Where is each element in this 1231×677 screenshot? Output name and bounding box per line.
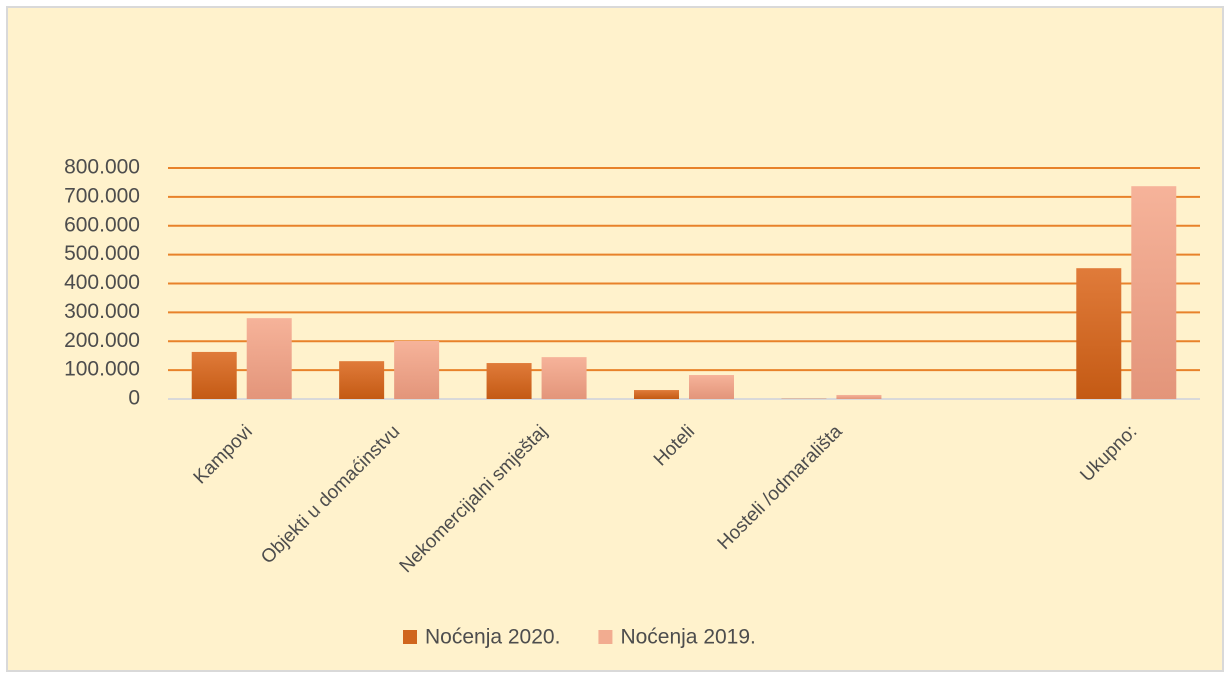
y-tick-label: 300.000: [64, 300, 140, 323]
y-tick-label: 100.000: [64, 358, 140, 381]
y-tick-label: 600.000: [64, 213, 140, 236]
bar: [246, 318, 292, 399]
bar: [191, 351, 237, 399]
legend-swatch: [598, 630, 613, 644]
bar: [486, 363, 532, 399]
y-tick-label: 0: [128, 387, 140, 410]
y-tick-label: 400.000: [64, 271, 140, 294]
y-tick-label: 700.000: [64, 184, 140, 207]
bar: [689, 375, 734, 399]
bar: [1076, 268, 1122, 399]
y-tick-label: 200.000: [64, 329, 140, 352]
legend-label: Noćenja 2020.: [425, 626, 560, 649]
bar: [634, 390, 679, 399]
bar: [339, 361, 385, 399]
y-tick-label: 800.000: [64, 156, 140, 179]
bar: [541, 357, 587, 399]
y-tick-label: 500.000: [64, 242, 140, 265]
legend-swatch: [403, 630, 417, 644]
bar: [1131, 186, 1177, 399]
chart-background: [6, 6, 1224, 672]
legend-label: Noćenja 2019.: [620, 626, 755, 649]
bar: [394, 340, 440, 399]
bar: [836, 394, 882, 399]
